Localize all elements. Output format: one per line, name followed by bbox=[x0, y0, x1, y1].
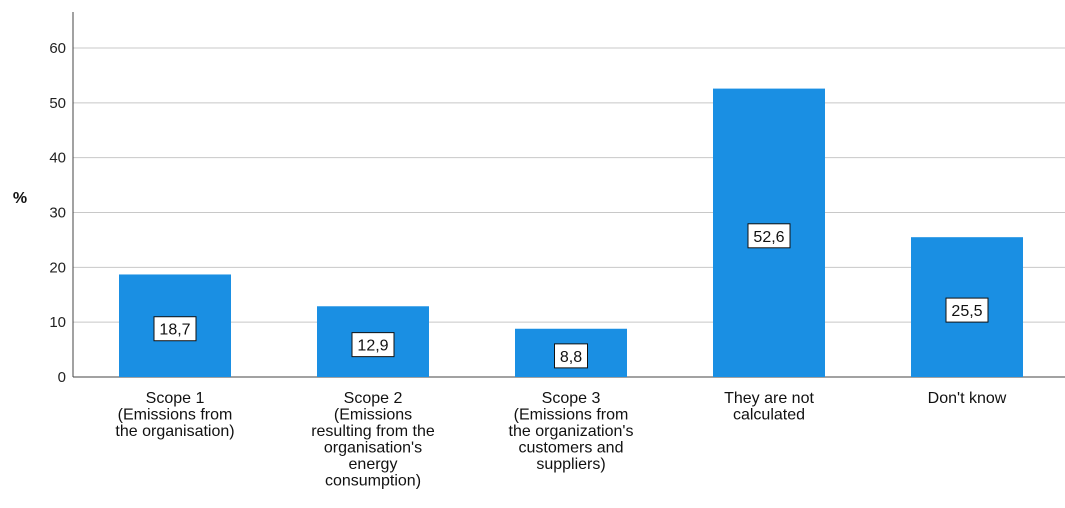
x-tick-label-line: (Emissions bbox=[334, 407, 412, 424]
x-tick-label-line: suppliers) bbox=[536, 456, 605, 473]
y-axis-title: % bbox=[13, 190, 27, 207]
x-tick-label-line: (Emissions from bbox=[118, 407, 233, 424]
y-tick-label: 30 bbox=[49, 205, 66, 222]
y-tick-label: 0 bbox=[58, 369, 66, 386]
value-label: 52,6 bbox=[747, 223, 791, 249]
value-label-box bbox=[351, 332, 395, 358]
value-label: 12,9 bbox=[351, 332, 395, 358]
y-tick-label: 50 bbox=[49, 95, 66, 112]
value-label: 25,5 bbox=[945, 297, 989, 323]
x-tick-label-line: They are not bbox=[724, 390, 814, 407]
value-label-text: 18,7 bbox=[159, 322, 190, 339]
value-labels: 18,7 12,9 8,8 52,6 25,5 bbox=[153, 223, 989, 369]
value-label-box bbox=[945, 297, 989, 323]
value-label-box bbox=[153, 316, 197, 342]
value-label-box bbox=[747, 223, 791, 249]
value-label: 8,8 bbox=[554, 343, 588, 369]
value-label-text: 52,6 bbox=[753, 229, 784, 246]
x-tick-label-line: organisation's bbox=[324, 440, 422, 457]
x-tick-label-line: the organization's bbox=[509, 423, 634, 440]
y-tick-label: 60 bbox=[49, 40, 66, 57]
x-tick-label-line: (Emissions from bbox=[514, 407, 629, 424]
bars bbox=[119, 88, 1023, 377]
x-tick-label-line: Scope 3 bbox=[542, 390, 601, 407]
y-tick-label: 20 bbox=[49, 259, 66, 276]
x-tick-label-line: calculated bbox=[733, 407, 805, 424]
x-tick-label-line: Scope 1 bbox=[146, 390, 205, 407]
grid-lines bbox=[73, 47, 1065, 323]
axes: % 0 10 20 30 40 50 60 bbox=[13, 12, 1065, 386]
x-tick-label-line: customers and bbox=[519, 440, 624, 457]
y-tick-label: 10 bbox=[49, 314, 66, 331]
value-label-text: 25,5 bbox=[951, 303, 982, 320]
value-label-box bbox=[554, 343, 588, 369]
x-tick-label-line: energy bbox=[349, 456, 398, 473]
value-label-text: 12,9 bbox=[357, 338, 388, 355]
x-tick-label-line: Scope 2 bbox=[344, 390, 403, 407]
y-tick-label: 40 bbox=[49, 150, 66, 167]
x-tick-label-line: Don't know bbox=[928, 390, 1007, 407]
value-label-text: 8,8 bbox=[560, 349, 582, 366]
x-tick-label-line: resulting from the bbox=[311, 423, 435, 440]
x-tick-label: Don't know bbox=[928, 390, 1007, 407]
x-tick-label-line: consumption) bbox=[325, 473, 421, 490]
value-label: 18,7 bbox=[153, 316, 197, 342]
x-tick-label-line: the organisation) bbox=[115, 423, 234, 440]
